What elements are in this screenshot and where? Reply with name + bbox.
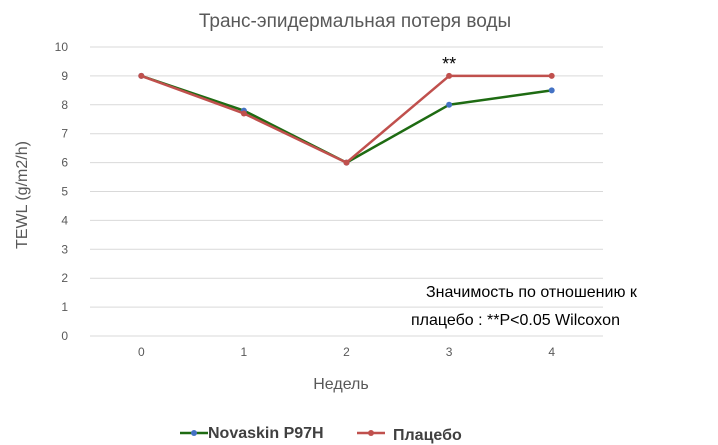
data-point-series-1 — [446, 72, 453, 79]
y-axis-ticks: 0 1 2 3 4 5 6 7 8 9 10 — [55, 40, 69, 343]
significance-marker: ** — [442, 54, 456, 74]
y-tick-label: 1 — [61, 300, 68, 314]
y-tick-label: 0 — [61, 329, 68, 343]
data-point-series-0 — [548, 87, 555, 94]
y-tick-label: 3 — [61, 242, 68, 256]
y-tick-label: 6 — [61, 156, 68, 170]
x-axis-label: Недель — [313, 376, 368, 393]
y-tick-label: 8 — [61, 98, 68, 112]
series-line-1 — [140, 74, 552, 164]
annotations: ** — [442, 54, 456, 74]
series-lines — [138, 72, 555, 166]
y-tick-label: 7 — [61, 127, 68, 141]
data-point-series-1 — [548, 72, 555, 79]
significance-note-line-2: плацебо : **P<0.05 Wilcoxon — [411, 312, 620, 329]
y-axis-label: TEWL (g/m2/h) — [14, 141, 31, 249]
x-tick-label: 4 — [548, 345, 555, 359]
significance-note-line-1: Значимость по отношению к — [426, 284, 638, 301]
series-line-0 — [140, 74, 552, 164]
x-axis-ticks: 0 1 2 3 4 — [138, 345, 555, 359]
legend-label-novaskin: Novaskin P97H — [208, 425, 324, 442]
legend-swatch-marker — [191, 430, 197, 436]
data-point-series-1 — [138, 72, 145, 79]
data-point-series-1 — [343, 159, 350, 166]
legend-item-placebo: Плацебо — [357, 427, 462, 444]
legend-swatch-marker — [368, 430, 374, 436]
legend: Novaskin P97H Плацебо — [180, 425, 462, 444]
legend-item-novaskin: Novaskin P97H — [180, 425, 324, 442]
y-tick-label: 2 — [61, 271, 68, 285]
y-tick-label: 10 — [55, 40, 69, 54]
x-tick-label: 0 — [138, 345, 145, 359]
x-tick-label: 3 — [446, 345, 453, 359]
y-tick-label: 5 — [61, 185, 68, 199]
y-tick-label: 4 — [61, 213, 68, 227]
data-point-series-1 — [240, 110, 247, 117]
x-tick-label: 2 — [343, 345, 350, 359]
data-point-series-0 — [446, 101, 453, 108]
y-tick-label: 9 — [61, 69, 68, 83]
legend-label-placebo: Плацебо — [393, 427, 462, 444]
x-tick-label: 1 — [241, 345, 248, 359]
chart-title: Транс-эпидермальная потеря воды — [199, 11, 511, 32]
